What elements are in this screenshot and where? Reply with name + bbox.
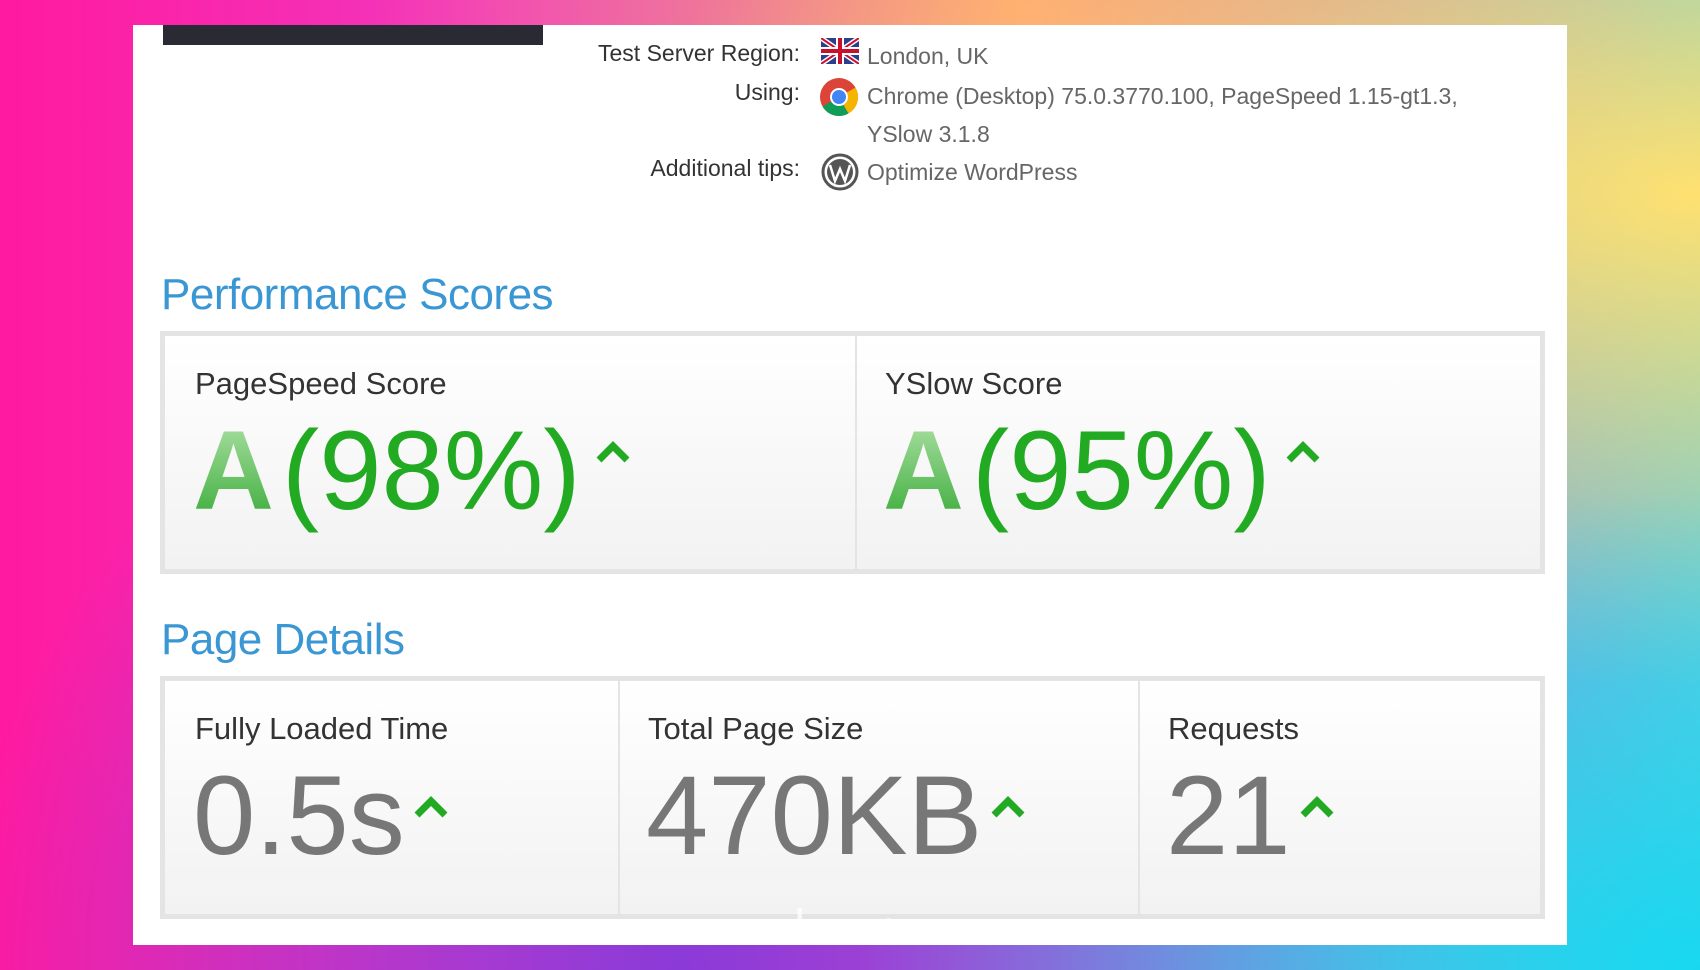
percent: (98%): [281, 408, 581, 533]
score-label: YSlow Score: [885, 366, 1063, 401]
up-arrow: [1286, 441, 1320, 463]
detail-label: Total Page Size: [648, 711, 864, 746]
chrome-icon: [820, 78, 859, 117]
uk-flag: [821, 38, 859, 64]
thumbnail: [163, 25, 543, 45]
watermark: خمسات: [750, 900, 904, 954]
score-cell: YSlow Score A (95%): [855, 336, 1540, 569]
detail-value: 21: [1166, 753, 1291, 878]
info-label: Additional tips:: [650, 155, 800, 181]
percent: (95%): [971, 408, 1271, 533]
info-label: Using:: [734, 79, 800, 105]
score-cell: PageSpeed Score A (98%): [165, 336, 857, 569]
up-arrow: [414, 796, 448, 818]
detail-label: Requests: [1168, 711, 1299, 746]
up-arrow: [991, 796, 1025, 818]
detail-cell: Requests 21: [1138, 681, 1540, 914]
up-arrow: [1300, 796, 1334, 818]
scores-box: PageSpeed Score A (98%) YSlow Score A (95%…: [160, 331, 1545, 574]
detail-label: Fully Loaded Time: [195, 711, 449, 746]
score: A (98%): [193, 406, 633, 536]
info-label: Test Server Region:: [598, 40, 800, 66]
info-value: Optimize WordPress: [867, 159, 1078, 185]
detail: 470KB: [646, 751, 1028, 881]
info-value: London, UK: [867, 43, 989, 69]
detail: 0.5s: [193, 751, 451, 881]
section-title: Page Details: [161, 615, 405, 664]
report-panel: Test Server Region: London, UK Using: Ch…: [133, 25, 1567, 945]
details-box: Fully Loaded Time 0.5s Total Page Size 4…: [160, 676, 1545, 919]
score-label: PageSpeed Score: [195, 366, 447, 401]
detail: 21: [1166, 751, 1337, 881]
wordpress-icon: [821, 153, 859, 191]
score: A (95%): [883, 406, 1323, 536]
section-title: Performance Scores: [161, 270, 554, 319]
grade: A: [193, 406, 274, 536]
detail-cell: Total Page Size 470KB: [618, 681, 1140, 914]
detail-value: 0.5s: [193, 753, 405, 878]
info-value: Chrome (Desktop) 75.0.3770.100, PageSpee…: [867, 83, 1458, 147]
grade: A: [883, 406, 964, 536]
detail-value: 470KB: [646, 753, 983, 878]
detail-cell: Fully Loaded Time 0.5s: [165, 681, 620, 914]
up-arrow: [596, 441, 630, 463]
